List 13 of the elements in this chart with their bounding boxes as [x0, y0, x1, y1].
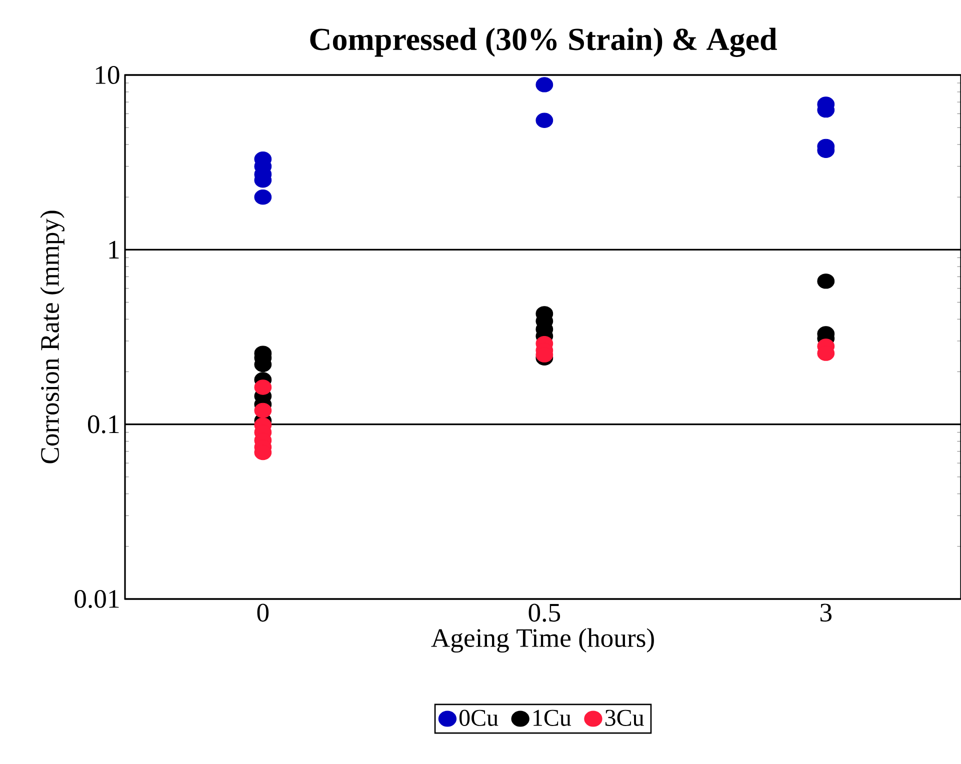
y-tick-label: 10: [96, 66, 120, 84]
x-tick-label: 0: [257, 604, 269, 622]
chart-title: Compressed (30% Strain) & Aged: [310, 28, 777, 57]
y-tick-label: 0.1: [88, 415, 119, 434]
legend-label: 0Cu: [459, 710, 498, 726]
x-axis-title: Ageing Time (hours): [431, 628, 654, 653]
y-tick-label: 0.01: [74, 590, 119, 608]
x-tick-label: 3: [820, 604, 832, 622]
x-tick-label: 0.5: [528, 604, 560, 622]
y-axis-title: Corrosion Rate (mmpy): [40, 210, 64, 464]
legend-label: 3Cu: [605, 710, 644, 726]
legend-label: 1Cu: [534, 710, 572, 726]
y-tick-label: 1: [109, 240, 119, 258]
